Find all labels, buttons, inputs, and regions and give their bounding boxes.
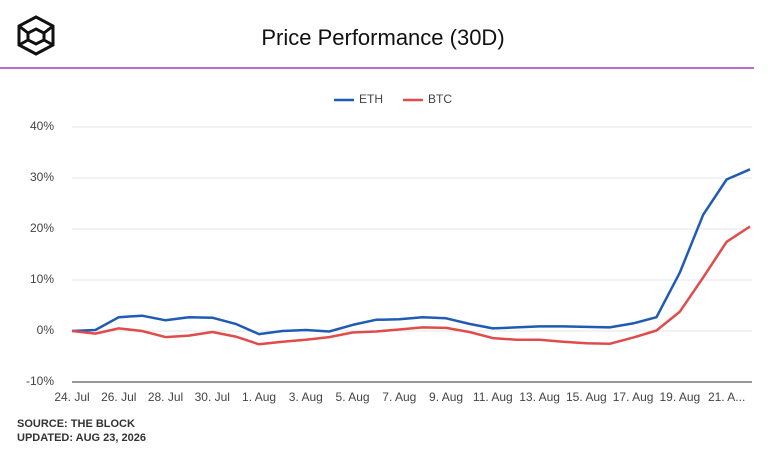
legend-label: ETH: [359, 92, 383, 106]
y-tick-label: -10%: [26, 374, 54, 388]
y-tick-label: 0%: [37, 323, 55, 337]
x-tick-label: 28. Jul: [148, 390, 183, 404]
x-tick-label: 26. Jul: [101, 390, 136, 404]
x-tick-label: 30. Jul: [195, 390, 230, 404]
x-tick-label: 24. Jul: [54, 390, 89, 404]
x-tick-label: 19. Aug: [660, 390, 701, 404]
line-series: [71, 168, 751, 336]
logo: [17, 15, 55, 56]
x-tick-label: 11. Aug: [473, 390, 513, 404]
x-tick-label: 13. Aug: [519, 390, 560, 404]
line-series: [71, 225, 751, 346]
x-tick-label: 9. Aug: [429, 390, 463, 404]
legend-label: BTC: [428, 92, 452, 106]
chart-title: Price Performance (30D): [261, 25, 504, 50]
header-rule: [0, 67, 754, 69]
y-tick-label: 20%: [30, 221, 54, 235]
x-tick-label: 3. Aug: [289, 390, 323, 404]
y-tick-label: 30%: [30, 170, 54, 184]
x-tick-label: 5. Aug: [336, 390, 370, 404]
x-tick-label: 7. Aug: [382, 390, 416, 404]
x-tick-label: 21. A...: [708, 390, 745, 404]
source: SOURCE: THE BLOCK: [17, 418, 135, 430]
x-tick-label: 1. Aug: [242, 390, 276, 404]
x-tick-label: 15. Aug: [566, 390, 607, 404]
y-tick-label: 40%: [30, 119, 54, 133]
x-tick-label: 17. Aug: [613, 390, 654, 404]
updated: UPDATED: AUG 23, 2026: [17, 432, 146, 444]
y-tick-label: 10%: [30, 272, 54, 286]
